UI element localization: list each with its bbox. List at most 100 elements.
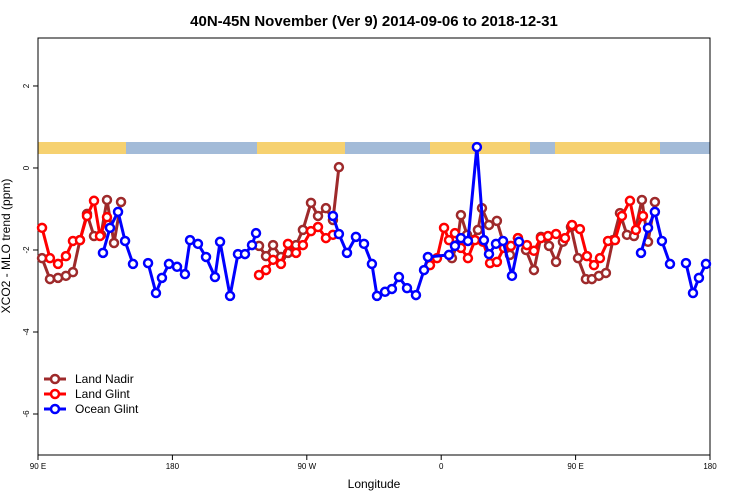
data-point — [341, 247, 353, 259]
legend-swatch-marker — [49, 388, 61, 400]
x-tick-label: 0 — [439, 462, 444, 471]
data-point — [550, 228, 562, 240]
data-point — [163, 258, 175, 270]
data-point — [656, 235, 668, 247]
data-point — [635, 247, 647, 259]
data-point — [422, 251, 434, 263]
data-point — [491, 215, 503, 227]
data-point — [282, 238, 294, 250]
data-point — [443, 249, 455, 261]
data-point — [44, 252, 56, 264]
data-point — [401, 282, 413, 294]
x-tick-label: 90 E — [567, 462, 583, 471]
data-point — [687, 287, 699, 299]
data-point — [371, 290, 383, 302]
data-point — [88, 195, 100, 207]
data-point — [366, 258, 378, 270]
data-point — [267, 254, 279, 266]
legend-swatch-marker — [49, 373, 61, 385]
y-tick-label: -4 — [22, 328, 31, 336]
data-point — [462, 235, 474, 247]
data-point — [588, 259, 600, 271]
data-point — [224, 290, 236, 302]
data-point — [624, 195, 636, 207]
legend-swatch-marker — [49, 403, 61, 415]
data-point — [418, 264, 430, 276]
x-tick-label: 90 W — [297, 462, 316, 471]
data-point — [333, 228, 345, 240]
legend-label: Land Nadir — [75, 372, 134, 386]
data-point — [44, 273, 56, 285]
data-point — [112, 206, 124, 218]
data-point — [393, 271, 405, 283]
data-point — [572, 252, 584, 264]
legend-label: Ocean Glint — [75, 402, 139, 416]
data-point — [462, 252, 474, 264]
data-point — [171, 261, 183, 273]
data-point — [358, 238, 370, 250]
strip-ocean — [38, 142, 710, 154]
data-point — [506, 270, 518, 282]
chart-title: 40N-45N November (Ver 9) 2014-09-06 to 2… — [190, 13, 558, 30]
data-point — [214, 236, 226, 248]
strip-land — [555, 142, 660, 154]
data-point — [649, 196, 661, 208]
data-point — [664, 258, 676, 270]
data-point — [350, 231, 362, 243]
data-point — [184, 234, 196, 246]
y-axis-label: XCO2 - MLO trend (ppm) — [0, 179, 13, 314]
data-point — [700, 258, 712, 270]
data-point — [179, 268, 191, 280]
data-point — [443, 234, 455, 246]
data-point — [275, 258, 287, 270]
data-point — [600, 267, 612, 279]
data-point — [150, 287, 162, 299]
x-tick-label: 90 E — [30, 462, 46, 471]
data-point — [649, 206, 661, 218]
data-point — [67, 266, 79, 278]
data-point — [449, 240, 461, 252]
data-point — [115, 196, 127, 208]
data-point — [513, 236, 525, 248]
y-tick-label: 2 — [22, 83, 31, 88]
data-point — [60, 250, 72, 262]
data-point — [616, 210, 628, 222]
data-point — [543, 240, 555, 252]
data-point — [630, 224, 642, 236]
data-point — [609, 234, 621, 246]
data-point — [108, 237, 120, 249]
y-tick-label: -2 — [22, 246, 31, 254]
x-axis-label: Longitude — [348, 477, 401, 491]
strip-land — [38, 142, 126, 154]
data-point — [312, 221, 324, 233]
data-point — [101, 194, 113, 206]
data-point — [156, 272, 168, 284]
data-point — [333, 161, 345, 173]
x-tick-label: 180 — [166, 462, 180, 471]
data-point — [594, 252, 606, 264]
data-point — [637, 210, 649, 222]
y-tick-label: -6 — [22, 410, 31, 418]
data-point — [438, 222, 450, 234]
data-point — [528, 245, 540, 257]
legend-label: Land Glint — [75, 387, 130, 401]
data-point — [81, 210, 93, 222]
data-point — [693, 272, 705, 284]
data-point — [410, 289, 422, 301]
data-point — [104, 222, 116, 234]
data-point — [312, 210, 324, 222]
data-point — [267, 239, 279, 251]
data-point — [581, 250, 593, 262]
data-point — [127, 258, 139, 270]
data-point — [505, 240, 517, 252]
data-point — [472, 224, 484, 236]
plot-frame — [37, 37, 711, 456]
data-point — [636, 194, 648, 206]
data-point — [119, 235, 131, 247]
data-point — [528, 264, 540, 276]
data-point — [246, 239, 258, 251]
data-point — [497, 235, 509, 247]
data-point — [239, 248, 251, 260]
data-point — [471, 141, 483, 153]
